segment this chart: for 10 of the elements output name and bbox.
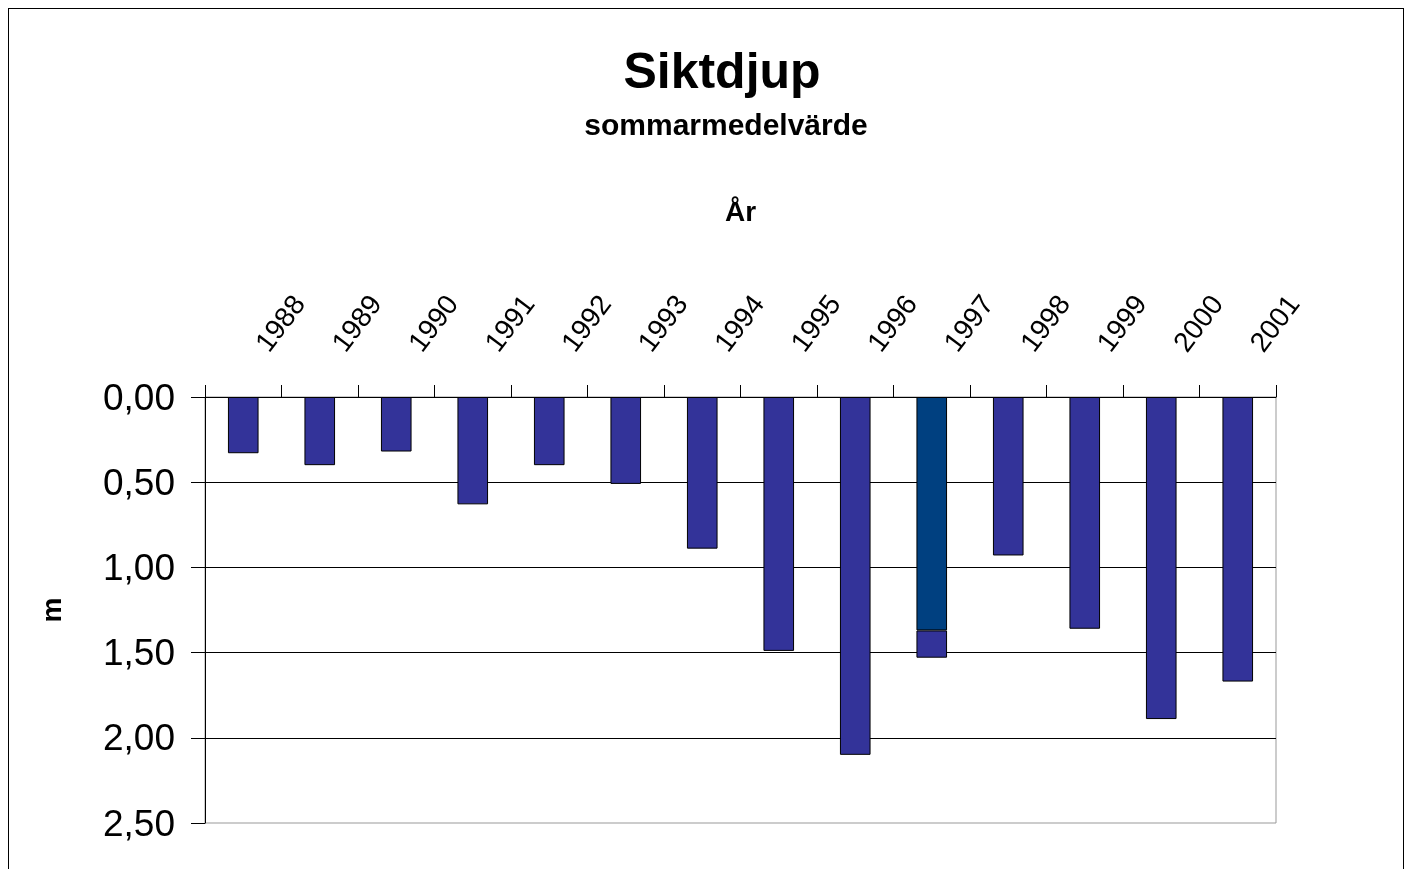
y-tick-label: 0,00 xyxy=(102,376,175,418)
y-tick-label: 1,00 xyxy=(102,546,175,588)
y-tick-label: 1,50 xyxy=(102,632,175,674)
x-axis-title: År xyxy=(724,195,757,227)
y-tick-label: 2,00 xyxy=(102,717,175,759)
chart-subtitle: sommarmedelvärde xyxy=(584,107,868,141)
y-axis-title: m xyxy=(35,597,67,623)
y-tick-label: 2,50 xyxy=(102,802,175,844)
chart-title: Siktdjup xyxy=(623,43,821,99)
y-tick-label: 0,50 xyxy=(102,461,175,503)
